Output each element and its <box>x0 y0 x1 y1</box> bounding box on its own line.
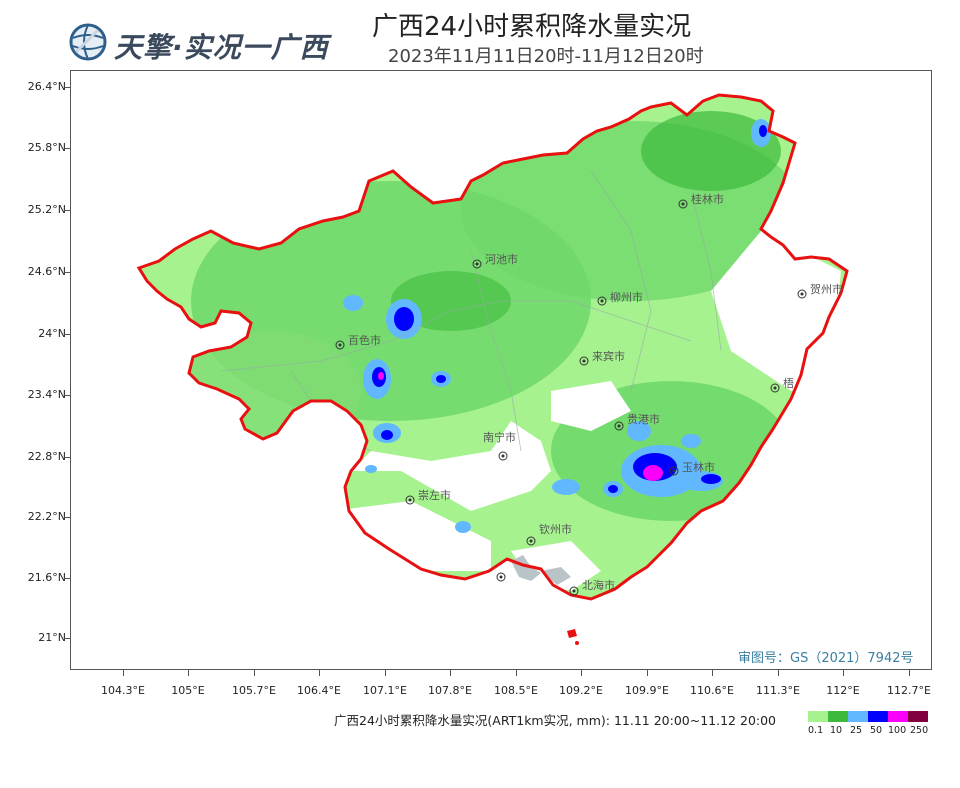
lon-label: 105.7°E <box>232 684 276 697</box>
legend-title: 广西24小时累积降水量实况(ART1km实况, mm): 11.11 20:00… <box>334 713 777 728</box>
city-wuzhou: 梧 <box>770 376 794 393</box>
lat-label: 22.2°N <box>27 510 66 523</box>
lat-tick <box>64 148 70 149</box>
lon-tick <box>778 670 779 676</box>
lon-label: 112.7°E <box>887 684 931 697</box>
logo: 天擎·实况一广西 <box>68 22 368 66</box>
logo-text: 天擎·实况一广西 <box>114 31 329 64</box>
lat-tick <box>64 395 70 396</box>
city-fangchenggang <box>496 572 506 582</box>
lon-label: 109.2°E <box>559 684 603 697</box>
lon-label: 111.3°E <box>756 684 800 697</box>
legend-swatch <box>888 711 908 722</box>
city-label: 贺州市 <box>810 282 843 296</box>
legend-tick: 0.1 <box>808 725 824 736</box>
lon-tick <box>843 670 844 676</box>
lon-tick <box>385 670 386 676</box>
lon-tick <box>123 670 124 676</box>
city-label: 玉林市 <box>682 460 715 474</box>
legend-tick: 100 <box>888 725 907 736</box>
city-beihai: 北海市 <box>569 578 615 596</box>
lon-tick <box>516 670 517 676</box>
legend-swatch <box>848 711 868 722</box>
city-qinzhou: 钦州市 <box>526 522 572 546</box>
lat-tick <box>64 457 70 458</box>
legend-swatch <box>908 711 928 722</box>
city-guigang: 贵港市 <box>614 412 660 431</box>
city-label: 北海市 <box>582 578 615 592</box>
map-credit: 审图号：GS（2021）7942号 <box>738 651 914 666</box>
globe-icon <box>69 23 107 61</box>
lon-tick <box>581 670 582 676</box>
lat-tick <box>64 517 70 518</box>
lon-tick <box>647 670 648 676</box>
city-label: 崇左市 <box>418 488 451 502</box>
lat-tick <box>64 638 70 639</box>
lon-tick <box>450 670 451 676</box>
lat-label: 25.8°N <box>27 141 66 154</box>
lat-label: 22.8°N <box>27 450 66 463</box>
city-hezhou: 贺州市 <box>797 282 843 299</box>
city-liuzhou: 柳州市 <box>597 290 643 306</box>
legend-tick: 25 <box>850 725 863 736</box>
lon-tick <box>319 670 320 676</box>
city-markers: 桂林市 河池市 柳州市 贺州市 百色市 <box>335 192 843 596</box>
city-label: 梧 <box>783 376 794 390</box>
city-nanning: 南宁市 <box>483 430 516 461</box>
lat-tick <box>64 210 70 211</box>
rainfall-map: 桂林市 河池市 柳州市 贺州市 百色市 <box>137 93 849 645</box>
lat-tick <box>64 334 70 335</box>
lat-tick <box>64 272 70 273</box>
lon-label: 106.4°E <box>297 684 341 697</box>
lat-label: 24°N <box>38 327 66 340</box>
lon-label: 108.5°E <box>494 684 538 697</box>
city-label: 贵港市 <box>627 412 660 426</box>
city-guilin: 桂林市 <box>678 192 724 209</box>
lon-label: 109.9°E <box>625 684 669 697</box>
lon-label: 112°E <box>826 684 860 697</box>
lat-label: 24.6°N <box>27 265 66 278</box>
legend-swatch <box>808 711 828 722</box>
lat-label: 21°N <box>38 631 66 644</box>
lat-tick <box>64 87 70 88</box>
city-laibin: 来宾市 <box>579 349 625 366</box>
city-chongzuo: 崇左市 <box>405 488 451 505</box>
city-yulin: 玉林市 <box>669 460 715 476</box>
lat-label: 21.6°N <box>27 571 66 584</box>
city-label: 桂林市 <box>691 192 724 206</box>
lat-label: 23.4°N <box>27 388 66 401</box>
lat-label: 26.4°N <box>27 80 66 93</box>
city-label: 柳州市 <box>610 290 643 304</box>
lon-label: 105°E <box>171 684 205 697</box>
legend-tick: 50 <box>870 725 883 736</box>
city-hechi: 河池市 <box>472 252 518 269</box>
legend-swatch <box>828 711 848 722</box>
lon-label: 107.1°E <box>363 684 407 697</box>
header: 天擎·实况一广西 广西24小时累积降水量实况 2023年11月11日20时-11… <box>0 0 960 67</box>
lon-tick <box>712 670 713 676</box>
city-label: 钦州市 <box>539 522 572 536</box>
city-label: 百色市 <box>348 333 381 347</box>
legend-colorbar <box>808 711 928 722</box>
city-label: 南宁市 <box>483 430 516 444</box>
lon-label: 104.3°E <box>101 684 145 697</box>
city-label: 河池市 <box>485 252 518 266</box>
lat-tick <box>64 578 70 579</box>
map-frame: 桂林市 河池市 柳州市 贺州市 百色市 <box>70 70 932 670</box>
lon-label: 107.8°E <box>428 684 472 697</box>
page-subtitle: 2023年11月11日20时-11月12日20时 <box>388 46 704 67</box>
lon-tick <box>254 670 255 676</box>
city-label: 来宾市 <box>592 349 625 363</box>
lon-label: 110.6°E <box>690 684 734 697</box>
lon-tick <box>909 670 910 676</box>
legend-swatch <box>868 711 888 722</box>
legend-tick: 10 <box>830 725 843 736</box>
lon-tick <box>188 670 189 676</box>
page-title: 广西24小时累积降水量实况 <box>372 12 692 42</box>
legend-tick: 250 <box>910 725 929 736</box>
lat-label: 25.2°N <box>27 203 66 216</box>
city-baise: 百色市 <box>335 333 381 350</box>
